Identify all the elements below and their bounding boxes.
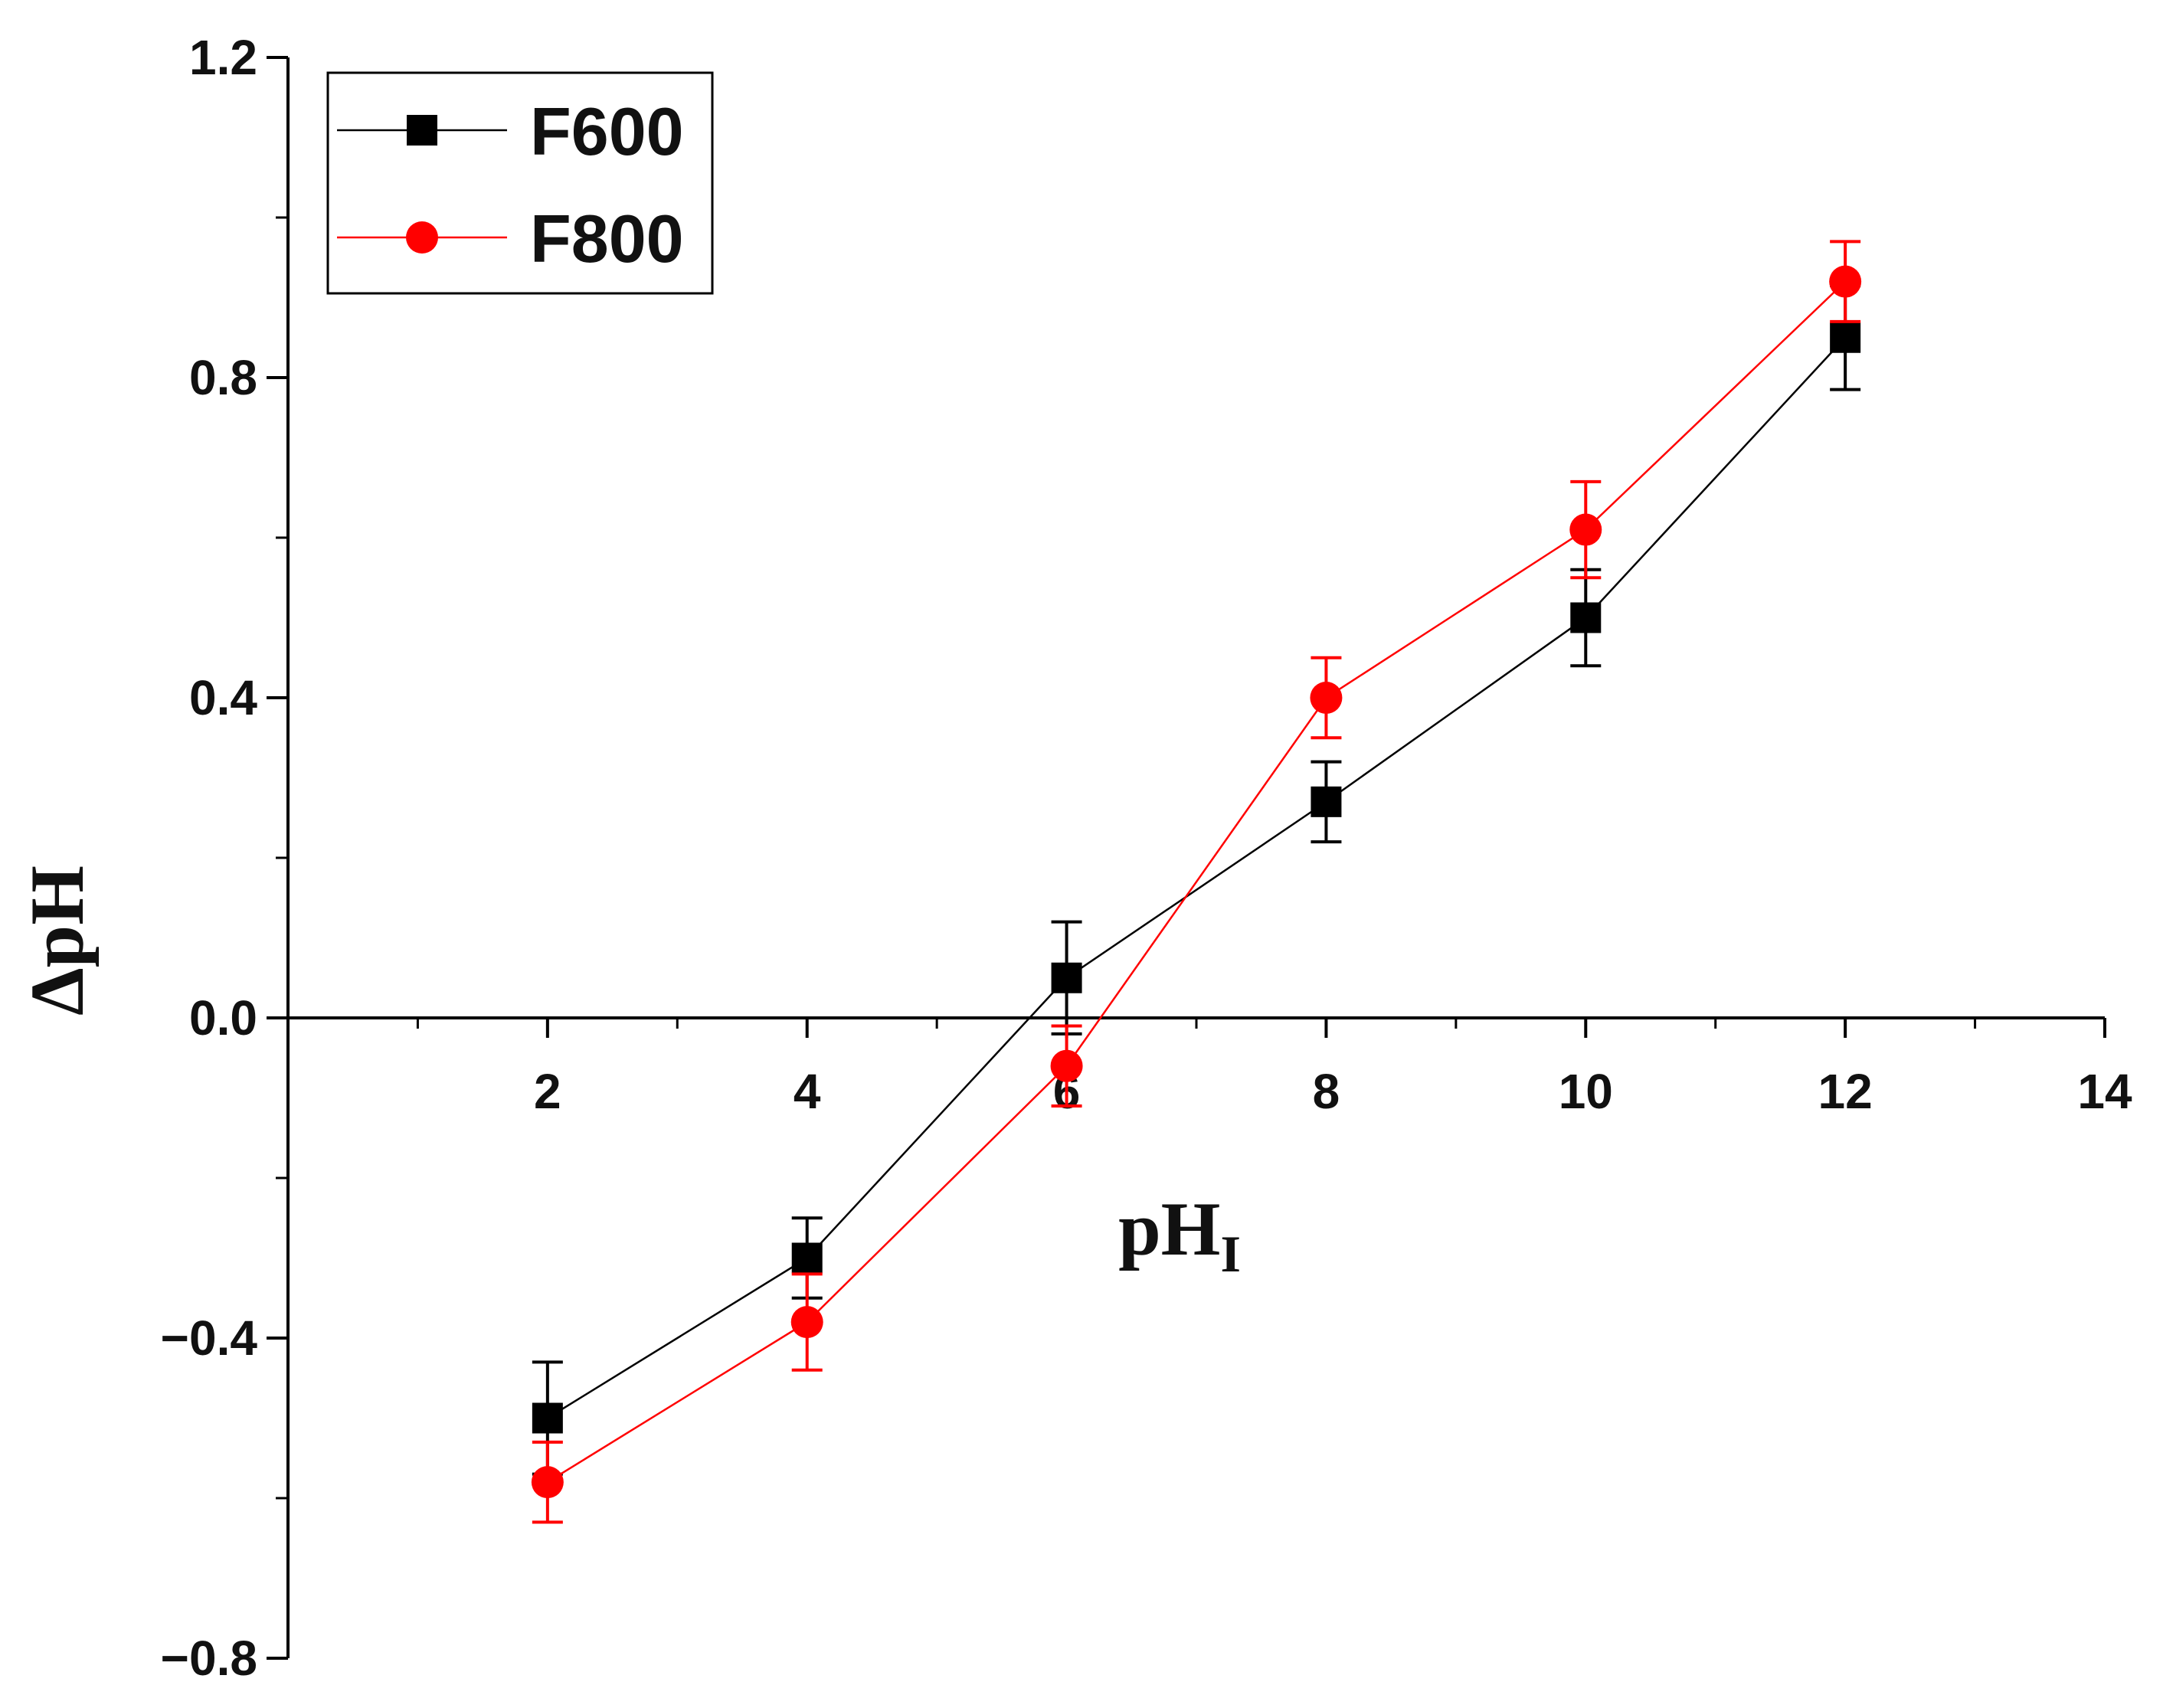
legend-label: F800	[530, 201, 684, 276]
x-tick-label: 14	[2077, 1064, 2132, 1119]
x-axis-title-main: pH	[1118, 1186, 1220, 1271]
data-point-circle	[1050, 1049, 1083, 1082]
data-point-circle	[790, 1306, 823, 1339]
x-axis-title-subscript: I	[1220, 1225, 1240, 1283]
x-axis-title: pHI	[1118, 1186, 1241, 1283]
x-tick-label: 12	[1818, 1064, 1873, 1119]
data-point-circle	[1310, 682, 1343, 714]
legend-entry-f600: F600	[337, 93, 684, 169]
legend: F600 F800	[326, 71, 714, 295]
data-point-square	[791, 1242, 823, 1274]
y-tick-label: −0.4	[161, 1310, 258, 1366]
data-point-square	[1311, 786, 1342, 817]
y-tick-label: −0.8	[161, 1631, 257, 1686]
legend-label: F600	[530, 93, 684, 169]
x-tick-label: 4	[794, 1064, 821, 1119]
data-point-circle	[1829, 265, 1862, 298]
x-tick-label: 2	[534, 1064, 561, 1119]
legend-marker-square	[407, 115, 437, 146]
y-tick-label: 0.8	[189, 350, 257, 405]
series-line	[547, 280, 1847, 1484]
series-f600	[532, 283, 1861, 1476]
legend-box	[326, 71, 714, 295]
x-tick-label: 8	[1313, 1064, 1340, 1119]
data-point-square	[1570, 602, 1602, 633]
series-f800	[531, 240, 1862, 1524]
legend-entry-f800: F800	[337, 201, 684, 276]
data-point-square	[532, 1402, 563, 1434]
y-axis-title: ΔpH	[15, 865, 100, 1016]
data-point-circle	[531, 1466, 564, 1499]
y-tick-label: 1.2	[189, 30, 257, 85]
y-tick-label: 0.0	[189, 990, 257, 1045]
data-point-square	[1051, 962, 1082, 993]
y-tick-label: 0.4	[189, 670, 257, 725]
data-point-square	[1830, 322, 1861, 353]
legend-marker-circle	[406, 221, 438, 254]
x-tick-label: 10	[1559, 1064, 1613, 1119]
data-point-circle	[1569, 513, 1602, 546]
series-layer	[531, 240, 1862, 1524]
ticks: −0.8−0.40.00.40.81.22 4 6 8 10 12 14	[161, 30, 2132, 1686]
series-line	[547, 336, 1847, 1419]
